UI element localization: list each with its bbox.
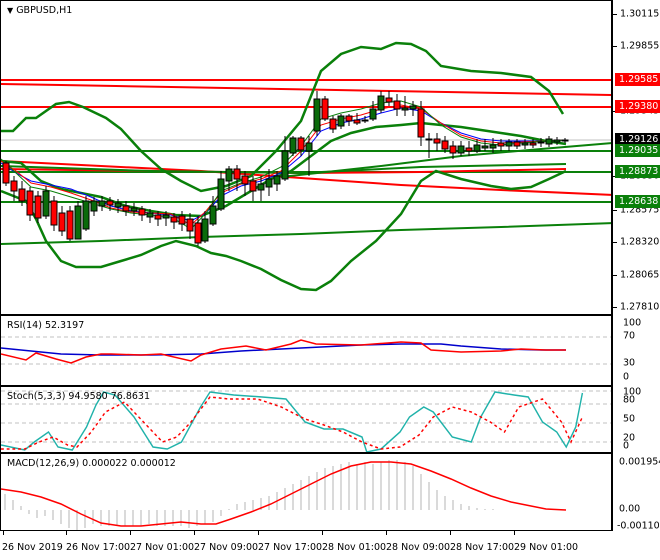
time-label: 26 Nov 17:00 [66,542,131,553]
support-label-3: 1.28638 [615,195,660,208]
rsi-tick: 30 [623,357,636,369]
macd-title: MACD(12,26,9) 0.000022 0.000012 [7,458,176,469]
time-label: 28 Nov 17:00 [450,542,515,553]
price-chart-canvas [1,41,611,292]
macd-tick: 0.001954 [619,456,660,468]
price-tick: 1.30115 [620,8,660,20]
time-label: 27 Nov 01:00 [130,542,195,553]
macd-panel[interactable]: MACD(12,26,9) 0.000022 0.000012 [0,453,612,531]
stoch-tick: 80 [623,394,636,406]
price-tick: 1.28575 [620,204,660,216]
chart-symbol-label[interactable]: ▼ GBPUSD,H1 [7,5,72,16]
price-tick: 1.27810 [620,301,660,313]
price-tick: 1.28065 [620,269,660,281]
support-label-1: 1.29035 [615,144,660,157]
symbol-timeframe: GBPUSD,H1 [16,5,73,16]
price-chart-panel[interactable]: ▼ GBPUSD,H1 [0,0,612,315]
stoch-title: Stoch(5,3,3) 94.9580 76.8631 [7,391,151,402]
time-label: 29 Nov 01:00 [514,542,579,553]
stoch-canvas [1,390,611,452]
stoch-tick: 100 [623,386,642,398]
rsi-tick: 70 [623,330,636,342]
stoch-tick: 20 [623,432,636,444]
time-label: 28 Nov 09:00 [386,542,451,553]
macd-canvas [1,460,567,530]
macd-tick: 0.00 [619,503,641,515]
stoch-axis: 100 80 50 20 0 [612,386,660,453]
dropdown-triangle-icon[interactable]: ▼ [7,6,14,15]
rsi-panel[interactable]: RSI(14) 52.3197 [0,315,612,386]
price-tick: 1.29855 [620,40,660,52]
price-tick: 1.28320 [620,236,660,248]
stoch-tick: 0 [623,440,630,452]
time-axis: 26 Nov 2019 26 Nov 17:00 27 Nov 01:00 27… [0,530,612,560]
resistance-label-2: 1.29380 [615,100,660,113]
price-axis: 1.30115 1.29855 1.29345 1.28830 1.28575 … [612,0,660,315]
time-label: 27 Nov 17:00 [258,542,323,553]
time-label: 26 Nov 2019 [2,542,63,553]
stoch-tick: 50 [623,413,636,425]
resistance-label-1: 1.29585 [615,73,660,86]
rsi-tick: 0 [623,371,630,383]
rsi-axis: 100 70 30 0 [612,315,660,386]
time-label: 27 Nov 09:00 [194,542,259,553]
macd-tick: -0.001109 [617,520,660,532]
rsi-title: RSI(14) 52.3197 [7,320,85,331]
support-label-2: 1.28873 [615,165,660,178]
stochastic-panel[interactable]: Stoch(5,3,3) 94.9580 76.8631 [0,386,612,453]
time-label: 28 Nov 01:00 [322,542,387,553]
macd-axis: 0.001954 0.00 -0.001109 [612,453,660,532]
current-price-label: 1.29126 [615,133,660,146]
rsi-canvas [1,336,611,365]
rsi-tick: 100 [623,317,642,329]
